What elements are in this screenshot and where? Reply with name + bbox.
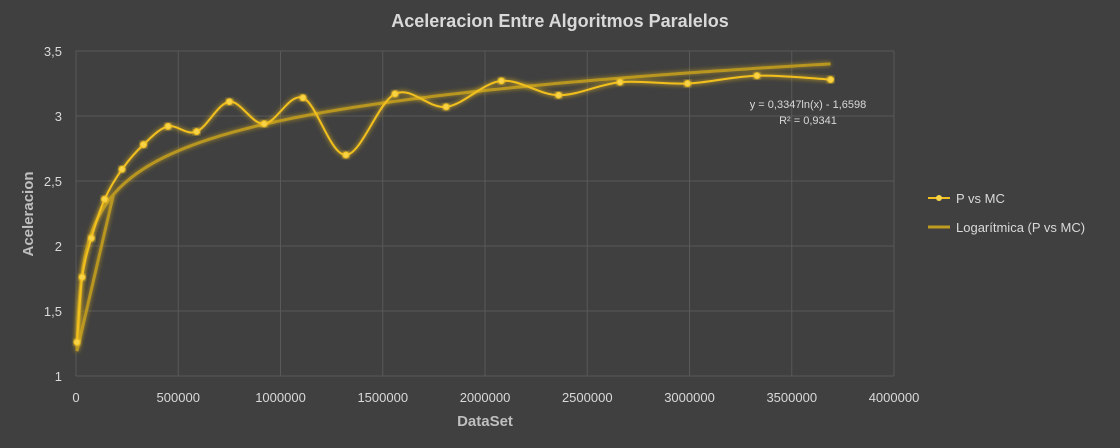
data-point xyxy=(442,103,450,111)
legend-swatch-marker xyxy=(936,195,942,201)
x-tick-label: 2500000 xyxy=(562,390,613,405)
data-point xyxy=(164,122,172,130)
y-tick-label: 1,5 xyxy=(44,304,62,319)
x-tick-label: 1000000 xyxy=(255,390,306,405)
data-point xyxy=(87,234,95,242)
data-point xyxy=(616,78,624,86)
x-tick-label: 4000000 xyxy=(869,390,920,405)
y-tick-label: 3 xyxy=(55,109,62,124)
x-tick-label: 500000 xyxy=(157,390,200,405)
data-point xyxy=(753,72,761,80)
trendline-r-squared: R² = 0,9341 xyxy=(779,115,837,127)
grid xyxy=(75,50,895,377)
data-point xyxy=(73,338,81,346)
data-point xyxy=(260,120,268,128)
x-tick-label: 1500000 xyxy=(357,390,408,405)
data-point xyxy=(225,98,233,106)
data-point xyxy=(683,80,691,87)
trendline-equation: y = 0,3347ln(x) - 1,6598 xyxy=(750,99,867,111)
series-layer xyxy=(73,72,835,346)
data-point xyxy=(78,273,86,281)
axis-ticks: 1 1,5 2 2,5 3 3,5 0 500000 1000000 1500000 2000000… xyxy=(44,44,919,405)
data-point xyxy=(342,151,350,159)
chart-title: Aceleracion Entre Algoritmos Paralelos xyxy=(391,11,728,31)
data-point xyxy=(555,91,563,99)
x-tick-label: 3500000 xyxy=(766,390,817,405)
data-point xyxy=(391,90,399,98)
x-tick-label: 3000000 xyxy=(664,390,715,405)
data-point xyxy=(139,141,147,149)
y-tick-label: 1 xyxy=(55,369,62,384)
data-point xyxy=(193,128,201,136)
y-tick-label: 2,5 xyxy=(44,174,62,189)
data-point xyxy=(101,195,109,203)
y-tick-label: 2 xyxy=(55,239,62,254)
data-point xyxy=(497,77,505,85)
data-point xyxy=(299,94,307,102)
data-point xyxy=(827,76,835,84)
x-tick-label: 0 xyxy=(72,390,79,405)
data-point xyxy=(118,165,126,173)
x-axis-title: DataSet xyxy=(457,413,513,430)
legend-label: Logarítmica (P vs MC) xyxy=(956,220,1085,235)
legend-label: P vs MC xyxy=(956,191,1005,206)
trendline-layer xyxy=(75,62,831,352)
y-tick-label: 3,5 xyxy=(44,44,62,59)
x-tick-label: 2000000 xyxy=(460,390,511,405)
trendline-logarithmic xyxy=(75,62,831,352)
legend: P vs MC Logarítmica (P vs MC) xyxy=(928,191,1085,235)
y-axis-title: Aceleracion xyxy=(20,171,37,256)
